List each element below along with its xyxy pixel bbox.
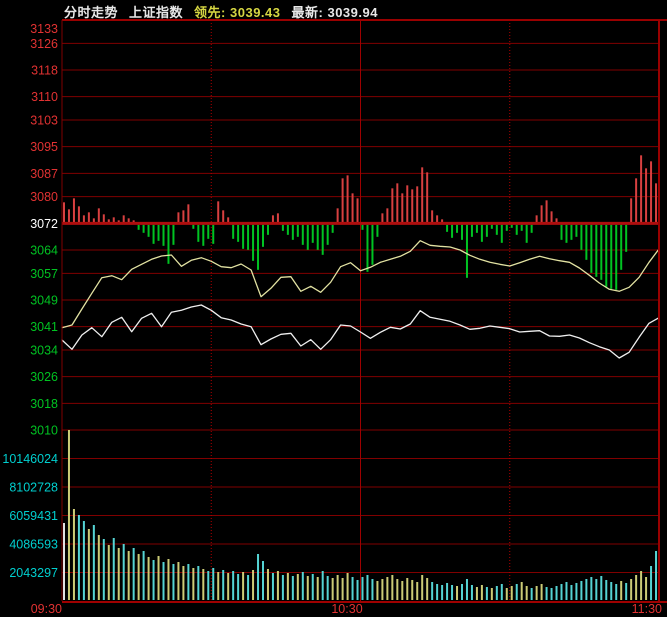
price-axis-label: 3072 [30, 217, 58, 231]
session-gridlines [210, 20, 511, 601]
price-axis-label: 3026 [30, 370, 58, 384]
latest-value: 3039.94 [327, 4, 378, 20]
leading-average-line [61, 240, 660, 329]
volume-bars [63, 429, 658, 600]
price-axis-label: 3126 [30, 37, 58, 51]
latest-label: 最新: [291, 4, 324, 20]
price-axis-label: 3110 [31, 90, 58, 104]
chart-title: 分时走势 [64, 4, 119, 20]
price-axis-label: 3080 [30, 190, 58, 204]
price-axis-label: 3010 [30, 424, 58, 438]
price-axis-label: 3018 [30, 397, 58, 411]
chart-header: 分时走势 上证指数 领先: 3039.43 最新: 3039.94 [64, 1, 378, 21]
price-axis-label: 3133 [30, 22, 58, 36]
price-axis-label: 3103 [30, 114, 58, 128]
volume-axis-label: 10146024 [2, 452, 58, 466]
time-axis-label: 10:30 [331, 602, 362, 616]
volume-axis-label: 2043297 [9, 566, 58, 580]
price-axis-label: 3118 [31, 64, 58, 78]
price-axis-label: 3034 [30, 344, 58, 358]
volume-axis-label: 6059431 [9, 509, 58, 523]
time-axis-label: 09:30 [31, 602, 62, 616]
price-axis-label: 3087 [30, 167, 58, 181]
time-axis-label: 11:30 [632, 602, 662, 616]
chart-borders [61, 19, 667, 603]
price-axis-label: 3095 [30, 140, 58, 154]
volume-axis-label: 8102728 [9, 481, 58, 495]
leading-value: 3039.43 [230, 4, 281, 20]
volume-axis-label: 4086593 [9, 538, 58, 552]
time-axis-labels: 09:30 10:30 11:30 [31, 602, 662, 616]
updown-bars [63, 155, 658, 290]
volume-axis-labels: 10146024 8102728 6059431 4086593 2043297 [2, 452, 58, 580]
price-axis-label: 3057 [30, 267, 58, 281]
price-axis-label: 3049 [30, 294, 58, 308]
index-price-line [61, 304, 660, 359]
index-name: 上证指数 [129, 4, 184, 20]
leading-label: 领先: [194, 4, 226, 20]
price-axis-label: 3064 [30, 244, 58, 258]
price-axis-label: 3041 [30, 320, 58, 334]
